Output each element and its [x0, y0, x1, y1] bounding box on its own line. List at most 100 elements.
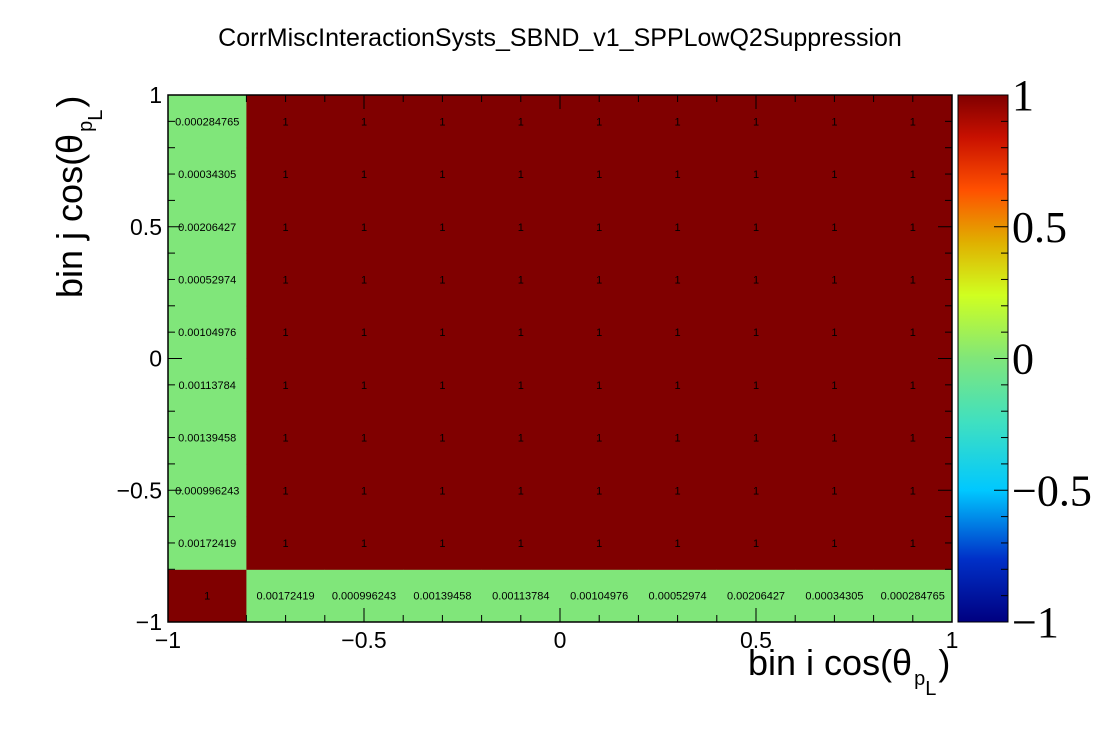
heatmap-cell [481, 305, 561, 359]
heatmap-cell [638, 253, 718, 307]
cell-value-label: 1 [439, 116, 445, 128]
heatmap-cell [481, 253, 561, 307]
heatmap-cell [403, 305, 483, 359]
heatmap-cell [246, 95, 326, 149]
heatmap-cell [324, 516, 404, 570]
heatmap-cell [716, 463, 796, 518]
cell-value-label: 1 [439, 433, 445, 445]
heatmap-cell [481, 411, 561, 465]
heatmap-cell [716, 358, 796, 412]
heatmap-cell [403, 95, 483, 149]
cell-value-label: 1 [831, 485, 837, 497]
cell-value-label: 1 [831, 116, 837, 128]
heatmap-cell [716, 305, 796, 359]
cell-value-label: 1 [361, 222, 367, 234]
cell-value-label: 1 [518, 485, 524, 497]
cell-value-label: 1 [361, 169, 367, 181]
y-tick-label: −0.5 [117, 477, 162, 503]
heatmap-cell [873, 358, 953, 412]
heatmap-cell [246, 253, 326, 307]
cell-value-label: 1 [439, 169, 445, 181]
heatmap-cell [481, 463, 561, 518]
heatmap-cell [795, 305, 875, 359]
colorbar-tick-label: −0.5 [1012, 466, 1092, 515]
x-tick-label: −0.5 [341, 627, 386, 653]
cell-value-label: 1 [831, 274, 837, 286]
cell-value-label: 0.00139458 [178, 433, 236, 445]
cell-value-label: 1 [910, 274, 916, 286]
chart-title: CorrMiscInteractionSysts_SBND_v1_SPPLowQ… [218, 24, 902, 52]
heatmap-cell [168, 516, 247, 570]
cell-value-label: 1 [675, 485, 681, 497]
heatmap-cell [168, 95, 247, 149]
cell-value-label: 0.00172419 [178, 538, 236, 550]
cell-value-label: 1 [283, 274, 289, 286]
cell-value-label: 1 [596, 169, 602, 181]
cell-value-label: 1 [596, 485, 602, 497]
heatmap-cell [324, 358, 404, 412]
heatmap-cell [246, 516, 326, 570]
cell-value-label: 1 [753, 433, 759, 445]
cell-value-label: 1 [675, 222, 681, 234]
heatmap-cell [873, 305, 953, 359]
heatmap-cell [638, 463, 718, 518]
cell-value-label: 1 [283, 433, 289, 445]
cell-value-label: 1 [361, 274, 367, 286]
heatmap-cell [246, 200, 326, 254]
heatmap-cell [873, 411, 953, 465]
cell-value-label: 0.00206427 [178, 222, 236, 234]
heatmap-cell [481, 95, 561, 149]
x-axis-ticks: −1 −0.5 0 0.5 1 [155, 95, 958, 653]
x-tick-label: 0 [554, 627, 567, 653]
heatmap-cell [560, 463, 639, 518]
colorbar-tick-label: 0.5 [1012, 203, 1067, 252]
heatmap-cell [873, 95, 953, 149]
cell-value-label: 1 [675, 327, 681, 339]
heatmap-cell [795, 516, 875, 570]
cell-value-label: 1 [675, 433, 681, 445]
x-tick-label: 0.5 [740, 627, 772, 653]
cell-value-label: 1 [518, 222, 524, 234]
cell-value-label: 0.00113784 [179, 380, 236, 392]
cell-value-label: 1 [831, 380, 837, 392]
cell-value-label: 1 [283, 538, 289, 550]
heatmap-cell [873, 569, 953, 623]
heatmap-cell [795, 95, 875, 149]
cell-value-label: 1 [831, 222, 837, 234]
y-tick-label: 1 [149, 82, 162, 108]
cell-value-label: 0.00139458 [413, 591, 471, 603]
cell-value-label: 1 [361, 538, 367, 550]
heatmap-cell [168, 305, 247, 359]
heatmap-cell [324, 200, 404, 254]
cell-value-label: 1 [910, 222, 916, 234]
cell-value-label: 1 [439, 380, 445, 392]
cell-value-label: 1 [910, 327, 916, 339]
cell-value-label: 1 [518, 327, 524, 339]
heatmap-cell [716, 411, 796, 465]
heatmap-cell [560, 569, 639, 623]
cell-value-label: 0.000996243 [332, 591, 396, 603]
cell-value-label: 1 [361, 116, 367, 128]
cell-value-label: 1 [439, 222, 445, 234]
cell-value-label: 1 [439, 327, 445, 339]
heatmap-cell [638, 516, 718, 570]
heatmap-cell [638, 95, 718, 149]
cell-value-label: 0.000996243 [175, 485, 239, 497]
cell-value-label: 1 [439, 274, 445, 286]
cell-value-label: 1 [910, 538, 916, 550]
cell-value-label: 1 [518, 433, 524, 445]
cell-value-label: 1 [910, 433, 916, 445]
cell-value-label: 1 [518, 169, 524, 181]
cell-value-label: 0.00034305 [805, 591, 863, 603]
cell-value-label: 1 [910, 116, 916, 128]
cell-value-label: 1 [596, 380, 602, 392]
cell-value-label: 1 [675, 380, 681, 392]
heatmap-cell [560, 358, 639, 412]
cell-value-label: 0.000284765 [175, 116, 239, 128]
heatmap-cell [481, 200, 561, 254]
heatmap-cell [168, 253, 247, 307]
cell-value-label: 1 [753, 485, 759, 497]
heatmap-cell [560, 253, 639, 307]
cell-value-label: 1 [675, 538, 681, 550]
cell-value-label: 1 [518, 380, 524, 392]
